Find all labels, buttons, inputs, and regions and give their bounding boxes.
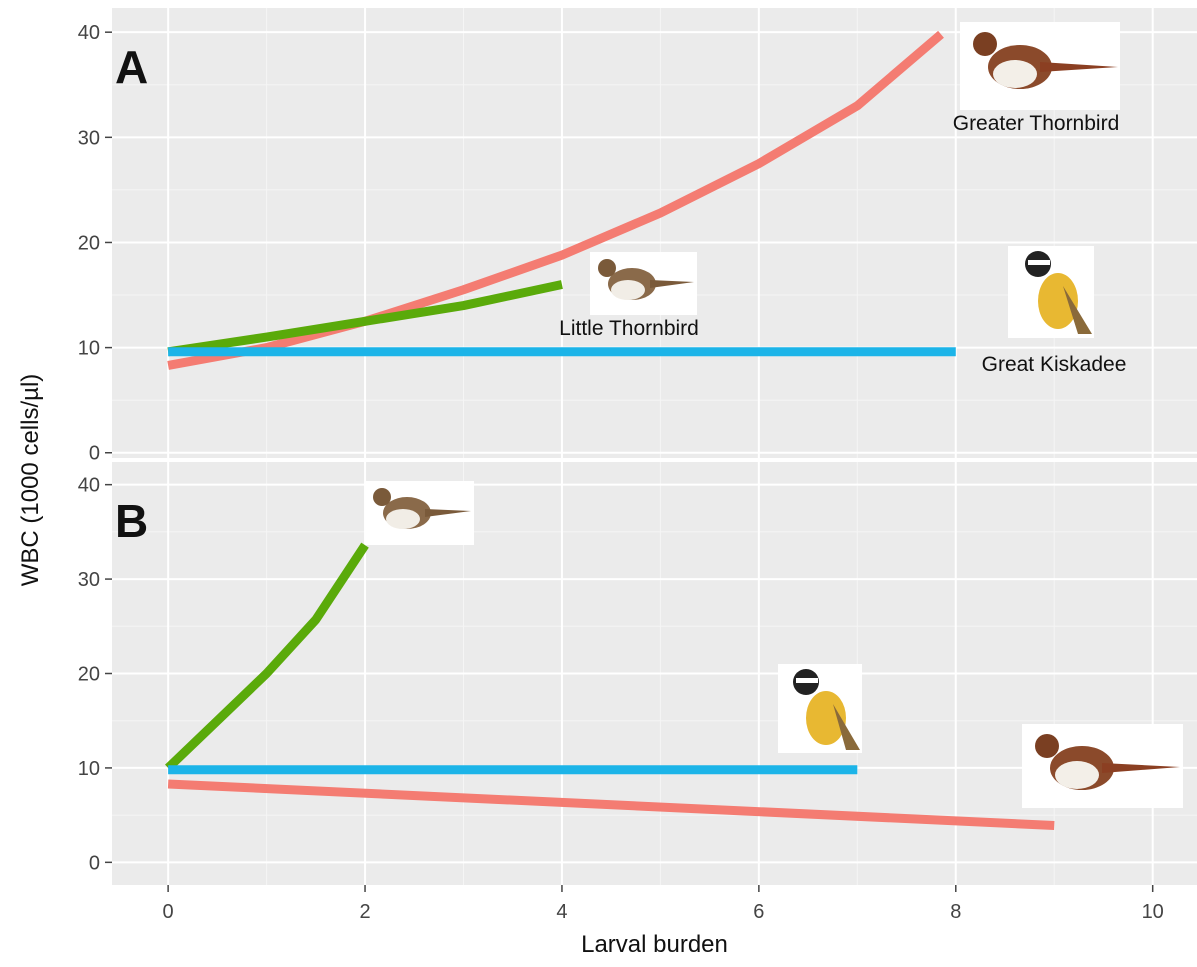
series-label: Greater Thornbird — [953, 112, 1120, 135]
x-axis-label: Larval burden — [581, 931, 728, 958]
y-tick-label: 40 — [78, 22, 100, 44]
series-label: Little Thornbird — [559, 317, 699, 340]
panel-label: B — [115, 495, 148, 547]
y-tick-label: 0 — [89, 443, 100, 465]
y-tick-label: 10 — [78, 338, 100, 360]
chart: Greater Thornbird Little Thornbird Great… — [0, 0, 1197, 962]
bird-image — [1022, 724, 1183, 808]
y-tick-label: 10 — [78, 758, 100, 780]
panel-label: A — [115, 41, 148, 93]
bird-image — [960, 22, 1120, 110]
x-tick-label: 6 — [753, 901, 764, 923]
bird-image — [590, 252, 697, 315]
y-tick-label: 20 — [78, 664, 100, 686]
y-tick-label: 30 — [78, 569, 100, 591]
bird-image — [778, 664, 862, 753]
x-tick-label: 2 — [359, 901, 370, 923]
x-tick-label: 10 — [1142, 901, 1164, 923]
bird-image — [365, 481, 474, 545]
y-tick-label: 40 — [78, 475, 100, 497]
bird-image — [1008, 246, 1094, 338]
series-label: Great Kiskadee — [982, 353, 1127, 376]
y-tick-label: 30 — [78, 127, 100, 149]
x-tick-label: 4 — [556, 901, 567, 923]
x-tick-label: 8 — [950, 901, 961, 923]
x-tick-label: 0 — [163, 901, 174, 923]
y-tick-label: 0 — [89, 852, 100, 874]
y-tick-label: 20 — [78, 232, 100, 254]
y-axis-label: WBC (1000 cells/µl) — [17, 374, 44, 587]
